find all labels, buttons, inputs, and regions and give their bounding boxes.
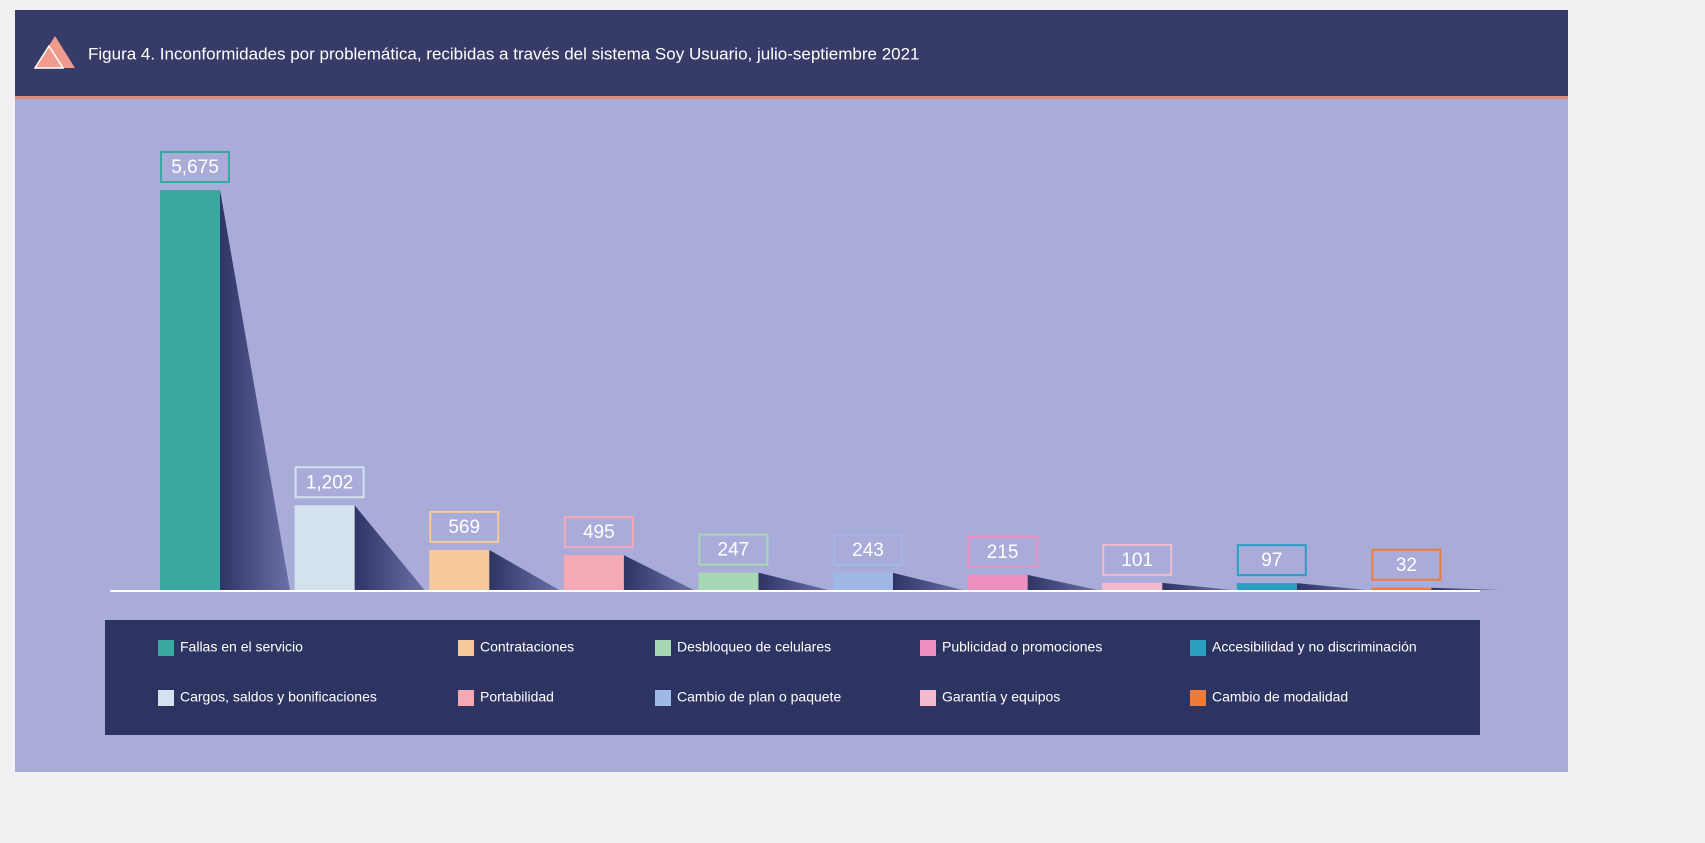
value-label: 243	[852, 540, 884, 561]
legend-swatch	[158, 690, 174, 706]
value-label: 569	[448, 517, 480, 538]
legend-label: Contrataciones	[480, 639, 574, 655]
value-label-box	[1236, 544, 1307, 577]
legend-label: Portabilidad	[480, 689, 554, 705]
bar	[429, 549, 490, 590]
chart-title: Figura 4. Inconformidades por problemáti…	[88, 44, 920, 63]
value-label: 247	[718, 540, 750, 561]
legend-label: Garantía y equipos	[942, 689, 1060, 705]
legend-swatch	[1190, 690, 1206, 706]
bar-shadow	[1027, 574, 1098, 590]
value-label-box	[563, 516, 634, 549]
bar-shadow	[1431, 587, 1502, 590]
bar	[698, 572, 759, 590]
icon-outline	[33, 44, 65, 69]
legend-swatch	[655, 640, 671, 656]
bar-shadow	[758, 572, 829, 590]
value-label: 1,202	[306, 472, 354, 493]
bar	[563, 555, 624, 590]
value-label-box	[160, 151, 230, 183]
bar-shadow	[354, 505, 425, 590]
value-label-box	[429, 510, 500, 543]
value-label: 5,675	[171, 157, 219, 178]
bar	[1236, 583, 1297, 590]
bar	[160, 190, 220, 590]
bar-shadow	[623, 555, 694, 590]
legend-label: Cambio de plan o paquete	[677, 689, 841, 705]
legend-label: Publicidad o promociones	[942, 639, 1102, 655]
legend-swatch	[458, 640, 474, 656]
bar-shadow	[1296, 583, 1367, 590]
bar-shadow	[893, 572, 963, 590]
value-label-box	[1102, 543, 1173, 576]
legend-swatch	[920, 640, 936, 656]
bar	[833, 572, 893, 590]
legend-swatch	[920, 690, 936, 706]
value-label: 495	[583, 522, 615, 543]
bar	[967, 574, 1028, 590]
bar	[1102, 582, 1163, 590]
legend-swatch	[655, 690, 671, 706]
bar	[294, 505, 355, 590]
header	[15, 10, 1568, 97]
bar-shadow	[1162, 582, 1233, 590]
legend-swatch	[458, 690, 474, 706]
value-label-box	[1371, 548, 1442, 581]
legend	[105, 620, 1480, 735]
value-label-box	[833, 533, 903, 566]
bar-shadow	[489, 549, 560, 590]
legend-swatch	[158, 640, 174, 656]
value-label: 32	[1396, 555, 1417, 576]
bar-shadow	[220, 190, 290, 590]
legend-label: Cargos, saldos y bonificaciones	[180, 689, 377, 705]
icon	[35, 36, 75, 68]
value-label: 215	[987, 542, 1019, 563]
value-label: 101	[1121, 550, 1153, 571]
value-label: 97	[1261, 550, 1282, 571]
bar	[1371, 587, 1432, 590]
value-label-box	[967, 535, 1038, 568]
header-rule	[15, 96, 1568, 99]
legend-label: Fallas en el servicio	[180, 639, 303, 655]
value-label-box	[698, 533, 769, 566]
legend-label: Cambio de modalidad	[1212, 689, 1348, 705]
legend-label: Desbloqueo de celulares	[677, 639, 831, 655]
legend-label: Accesibilidad y no discriminación	[1212, 639, 1417, 655]
value-label-box	[294, 466, 365, 499]
legend-swatch	[1190, 640, 1206, 656]
